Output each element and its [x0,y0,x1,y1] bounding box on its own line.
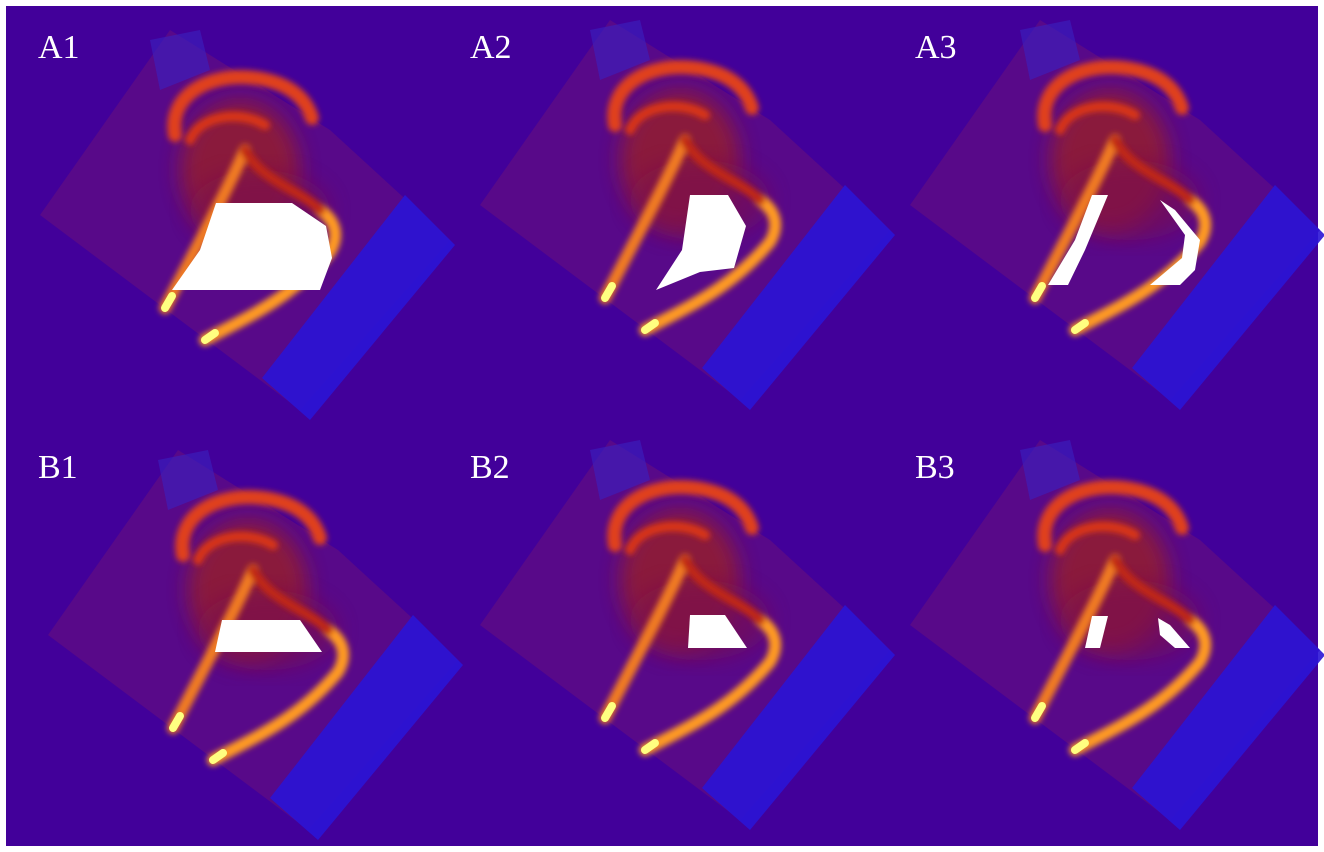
panel-label: A3 [915,29,957,66]
panel-label: A1 [38,29,80,66]
panel-label: B3 [915,449,955,486]
figure: A1 A2 A3 B1 B2 B3 [0,0,1324,852]
page: A1 A2 A3 B1 B2 B3 (() => { const data = … [0,0,1324,852]
panel-label: A2 [470,29,512,66]
panel-label: B1 [38,449,78,486]
panel-label: B2 [470,449,510,486]
